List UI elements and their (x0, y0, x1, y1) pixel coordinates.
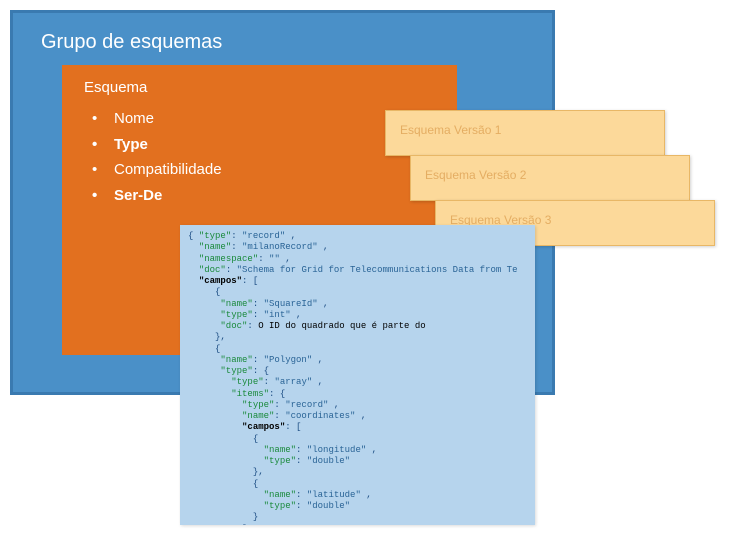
schema-title: Esquema (84, 79, 435, 96)
schema-version-box: Esquema Versão 2 (410, 155, 690, 201)
schema-property-item: Nome (90, 106, 435, 132)
schema-property-item: Ser-De (90, 183, 435, 209)
schema-property-item: Compatibilidade (90, 157, 435, 183)
schema-property-item: Type (90, 132, 435, 158)
schema-group-title: Grupo de esquemas (41, 31, 524, 54)
schema-version-box: Esquema Versão 1 (385, 110, 665, 156)
schema-code-box: { "type": "record" , "name": "milanoReco… (180, 225, 535, 525)
schema-property-list: NomeTypeCompatibilidadeSer-De (84, 106, 435, 208)
